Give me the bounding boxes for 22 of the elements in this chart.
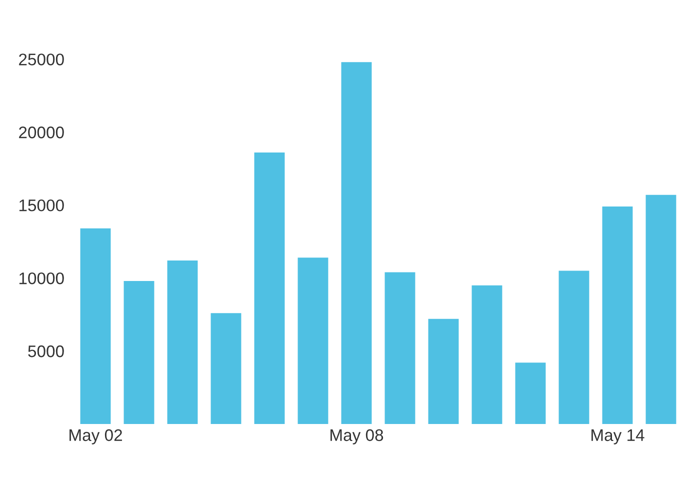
bar [341, 62, 372, 424]
bar [80, 228, 111, 424]
bar [384, 272, 416, 424]
bar [646, 194, 676, 424]
y-tick-label: 25000 [19, 54, 64, 66]
bar [167, 260, 198, 424]
bar [428, 318, 459, 424]
y-tick-label: 5000 [28, 345, 64, 358]
x-tick-label: May 02 [70, 429, 122, 444]
bar [254, 152, 285, 424]
bar [515, 362, 546, 424]
bar [558, 270, 590, 424]
x-tick-label: May 14 [592, 429, 644, 444]
bar [602, 206, 633, 424]
x-tick-label: May 08 [330, 429, 384, 444]
bar [298, 258, 328, 424]
bar [472, 285, 502, 424]
y-tick-label: 15000 [19, 199, 64, 212]
bar [124, 280, 154, 424]
y-tick-label: 20000 [19, 126, 64, 138]
bar [210, 313, 242, 424]
y-tick-label: 10000 [19, 272, 64, 284]
